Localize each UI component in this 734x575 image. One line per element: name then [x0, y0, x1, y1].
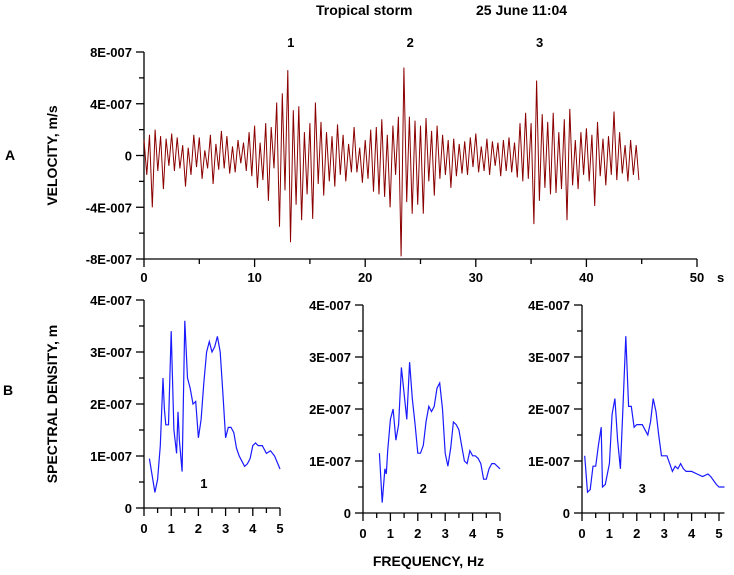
spectrum-x-tick-label: 5: [715, 526, 722, 541]
spectrum-line-2: [378, 362, 501, 503]
figure-title: Tropical storm: [316, 2, 412, 18]
x-tick-label: 0: [140, 270, 147, 285]
event-marker-label: 2: [407, 35, 414, 50]
y-tick-label: 4E-007: [90, 97, 132, 112]
spectrum-x-tick-label: 0: [578, 526, 585, 541]
x-tick-label: 50: [690, 270, 704, 285]
spectrum-label: 2: [420, 481, 427, 496]
spectrum-y-tick-label: 1E-007: [309, 454, 351, 469]
spectrum-x-tick-label: 2: [414, 526, 421, 541]
figure-date: 25 June 11:04: [476, 2, 567, 18]
y-axis-title: VELOCITY, m/s: [44, 105, 60, 206]
spectrum-y-tick-label: 4E-007: [90, 293, 132, 308]
spectrum-x-tick-label: 4: [469, 526, 477, 541]
spectrum-x-axis-title: FREQUENCY, Hz: [373, 553, 484, 569]
y-tick-label: 8E-007: [90, 45, 132, 60]
panel-label-b: B: [3, 382, 13, 398]
x-tick-label: 20: [358, 270, 372, 285]
x-tick-label: 30: [469, 270, 483, 285]
spectrum-y-tick-label: 1E-007: [90, 449, 132, 464]
spectrum-y-tick-label: 0: [125, 501, 132, 516]
x-unit-label: s: [717, 270, 724, 285]
spectrum-x-tick-label: 2: [633, 526, 640, 541]
spectrum-y-tick-label: 3E-007: [528, 350, 570, 365]
spectrum-line-3: [584, 336, 725, 494]
spectrum-x-tick-label: 1: [606, 526, 613, 541]
x-tick-label: 40: [579, 270, 593, 285]
spectrum-line-1: [148, 320, 281, 493]
x-tick-label: 10: [247, 270, 261, 285]
spectrum-y-tick-label: 2E-007: [528, 402, 570, 417]
spectrum-y-tick-label: 0: [563, 506, 570, 521]
y-tick-label: -8E-007: [86, 252, 132, 267]
spectrum-x-tick-label: 3: [661, 526, 668, 541]
spectrum-y-tick-label: 1E-007: [528, 454, 570, 469]
y-tick-label: -4E-007: [86, 200, 132, 215]
spectrum-x-tick-label: 5: [276, 521, 283, 536]
panel-label-a: A: [5, 147, 15, 163]
spectrum-y-tick-label: 2E-007: [90, 397, 132, 412]
event-marker-label: 3: [536, 35, 543, 50]
spectrum-y-tick-label: 2E-007: [309, 402, 351, 417]
event-marker-label: 1: [287, 35, 294, 50]
spectrum-x-tick-label: 0: [140, 521, 147, 536]
spectrum-x-tick-label: 0: [359, 526, 366, 541]
y-tick-label: 0: [125, 149, 132, 164]
spectrum-x-tick-label: 2: [195, 521, 202, 536]
spectrum-x-tick-label: 3: [442, 526, 449, 541]
spectrum-x-tick-label: 1: [168, 521, 175, 536]
spectrum-y-tick-label: 4E-007: [309, 298, 351, 313]
spectrum-y-tick-label: 0: [344, 506, 351, 521]
spectrum-x-tick-label: 5: [496, 526, 503, 541]
spectrum-x-tick-label: 3: [222, 521, 229, 536]
spectrum-y-axis-title: SPECTRAL DENSITY, m: [44, 325, 60, 483]
spectrum-y-tick-label: 4E-007: [528, 298, 570, 313]
spectrum-x-tick-label: 4: [688, 526, 696, 541]
velocity-trace: [143, 67, 640, 257]
spectrum-y-tick-label: 3E-007: [309, 350, 351, 365]
spectrum-x-tick-label: 1: [387, 526, 394, 541]
spectrum-y-tick-label: 3E-007: [90, 345, 132, 360]
spectrum-x-tick-label: 4: [249, 521, 257, 536]
spectrum-label: 1: [200, 476, 207, 491]
spectrum-label: 3: [639, 481, 646, 496]
